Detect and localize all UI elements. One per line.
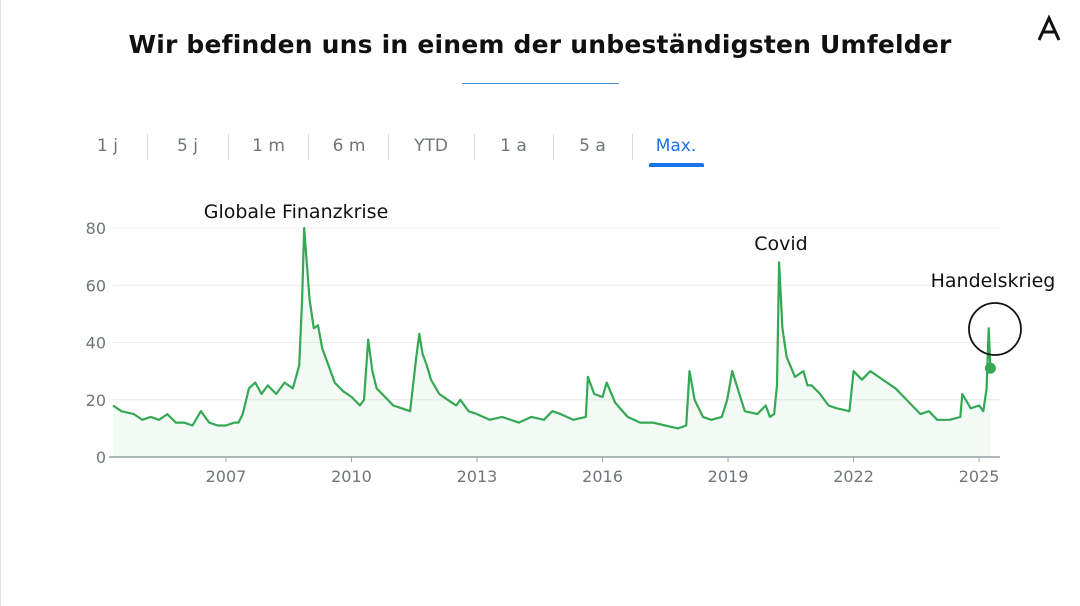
tab-divider (308, 134, 309, 160)
tab-5a[interactable]: 5 a (579, 136, 606, 156)
x-tick-label: 2007 (206, 467, 247, 486)
x-tick-label: 2019 (708, 467, 749, 486)
x-tick-label: 2022 (833, 467, 874, 486)
highlight-circle (968, 302, 1022, 356)
tab-divider (474, 134, 475, 160)
tab-ytd[interactable]: YTD (414, 136, 448, 156)
y-tick-label: 0 (96, 448, 106, 467)
tab-divider (553, 134, 554, 160)
tab-5j[interactable]: 5 j (177, 136, 198, 156)
y-tick-label: 80 (86, 219, 106, 238)
x-tick-label: 2013 (457, 467, 498, 486)
y-tick-label: 40 (86, 334, 106, 353)
y-tick-label: 20 (86, 391, 106, 410)
x-tick-label: 2025 (959, 467, 1000, 486)
tab-1m[interactable]: 1 m (252, 136, 285, 156)
letter-a-logo-icon (1037, 14, 1061, 41)
tab-divider (228, 134, 229, 160)
page-title: Wir befinden uns in einem der unbeständi… (128, 30, 952, 59)
current-value-dot (984, 362, 996, 374)
slide-left-border (0, 0, 1, 606)
title-underline (462, 83, 619, 84)
x-tick-label: 2010 (331, 467, 372, 486)
annotation-globale-finanzkrise: Globale Finanzkrise (204, 201, 389, 223)
annotation-covid: Covid (754, 233, 807, 255)
annotation-handelskrieg: Handelskrieg (931, 270, 1056, 292)
tab-divider (388, 134, 389, 160)
tab-divider (632, 134, 633, 160)
series-line (112, 226, 992, 430)
series-area (113, 228, 991, 457)
tab-1j[interactable]: 1 j (97, 136, 118, 156)
tab-max[interactable]: Max. (655, 136, 697, 156)
active-tab-indicator (649, 163, 704, 167)
tab-1a[interactable]: 1 a (500, 136, 527, 156)
tab-6m[interactable]: 6 m (332, 136, 366, 156)
tab-divider (147, 134, 148, 160)
y-tick-label: 60 (86, 276, 106, 295)
x-tick-label: 2016 (582, 467, 623, 486)
